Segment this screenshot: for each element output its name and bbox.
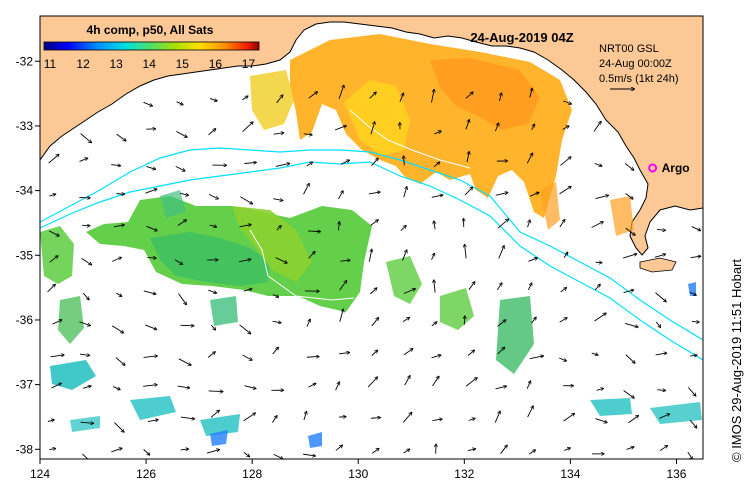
current-arrow-icon (595, 262, 601, 263)
current-arrow-icon (79, 197, 89, 198)
x-tick-label: 128 (242, 467, 262, 481)
colorbar-tick-label: 12 (76, 57, 90, 71)
x-tick-label: 124 (30, 467, 50, 481)
colorbar-tick-label: 13 (109, 57, 123, 71)
map-title: 4h comp, p50, All Sats (87, 23, 214, 37)
y-tick-label: -37 (16, 378, 34, 392)
colorbar-tick-label: 14 (143, 57, 157, 71)
currents-time: 24-Aug 00:00Z (599, 58, 672, 70)
y-tick-label: -36 (16, 313, 34, 327)
argo-label: Argo (662, 161, 690, 175)
x-tick-label: 134 (560, 467, 580, 481)
y-tick-label: -35 (16, 248, 34, 262)
y-tick-label: -33 (16, 119, 34, 133)
colorbar-tick-label: 15 (176, 57, 190, 71)
x-tick-label: 130 (348, 467, 368, 481)
y-tick-label: -34 (16, 184, 34, 198)
colorbar-tick-label: 17 (242, 57, 256, 71)
colorbar-gradient (44, 42, 259, 50)
x-tick-label: 132 (454, 467, 474, 481)
current-arrow-icon (116, 194, 124, 195)
currents-source: NRT00 GSL (599, 43, 659, 55)
x-tick-label: 136 (666, 467, 686, 481)
y-tick-label: -32 (16, 54, 34, 68)
colorbar-tick-label: 11 (44, 57, 57, 71)
colorbar-tick-label: 16 (209, 57, 223, 71)
y-axis: -32 -33 -34 -35 -36 -37 -38 (16, 54, 40, 456)
x-tick-label: 126 (136, 467, 156, 481)
y-tick-label: -38 (16, 442, 34, 456)
x-axis: 124 126 128 130 132 134 136 (30, 459, 687, 481)
credit-text: © IMOS 29-Aug-2019 11:51 Hobart (729, 259, 744, 462)
date-label: 24-Aug-2019 04Z (470, 30, 573, 45)
currents-scale: 0.5m/s (1kt 24h) (599, 73, 678, 85)
